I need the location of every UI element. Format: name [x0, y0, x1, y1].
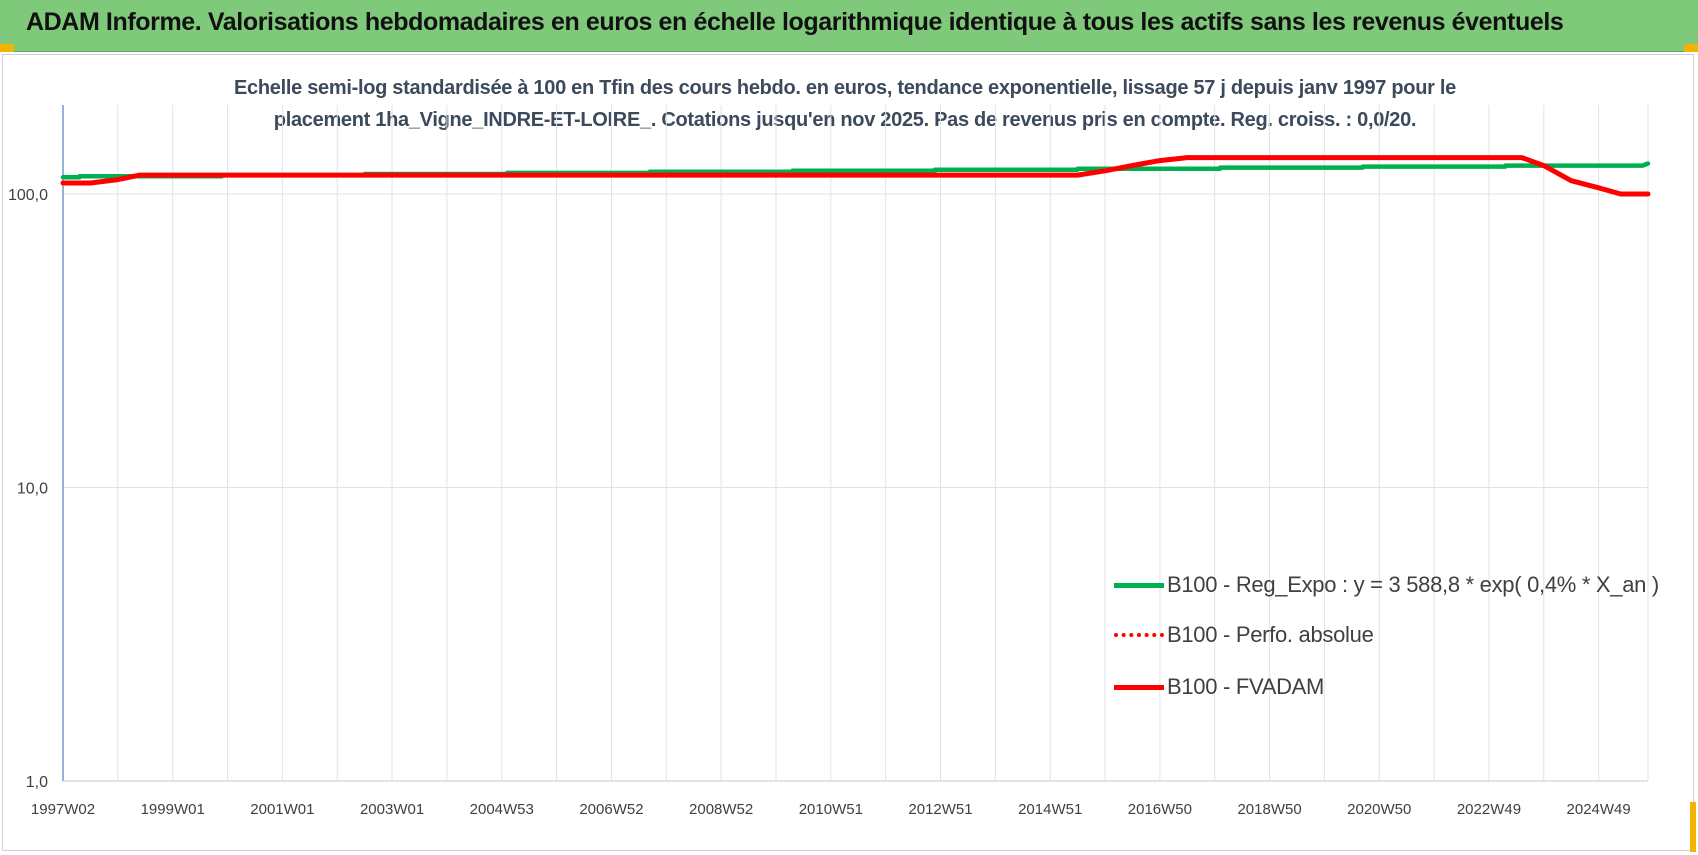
x-tick-label: 2016W50 — [1128, 801, 1192, 818]
legend-label-perfo-absolue: B100 - Perfo. absolue — [1167, 622, 1374, 647]
legend-swatch-reg-expo — [1114, 583, 1164, 588]
x-tick-label: 2003W01 — [360, 801, 424, 818]
chart-title: Echelle semi-log standardisée à 100 en T… — [234, 77, 1456, 99]
legend-label-reg-expo: B100 - Reg_Expo : y = 3 588,8 * exp( 0,4… — [1167, 572, 1659, 597]
legend-swatch-fvadam — [1114, 685, 1164, 690]
x-tick-label: 2010W51 — [799, 801, 863, 818]
x-tick-label: 2001W01 — [250, 801, 314, 818]
y-tick-label: 100,0 — [8, 187, 48, 204]
x-tick-label: 2006W52 — [579, 801, 643, 818]
x-tick-label: 2014W51 — [1018, 801, 1082, 818]
x-tick-label: 2008W52 — [689, 801, 753, 818]
corner-mark-top-right — [1684, 44, 1698, 52]
x-tick-label: 2004W53 — [470, 801, 534, 818]
corner-mark-bottom-right — [1690, 802, 1696, 852]
page-title: ADAM Informe. Valorisations hebdomadaire… — [26, 8, 1564, 36]
chart-subtitle: placement 1ha_Vigne_INDRE-ET-LOIRE_. Cot… — [273, 109, 1417, 131]
x-tick-label: 2012W51 — [908, 801, 972, 818]
x-tick-label: 1997W02 — [31, 801, 95, 818]
corner-mark-top-left — [0, 44, 14, 52]
series-line-fvadam — [60, 155, 1651, 197]
y-tick-label: 10,0 — [17, 481, 48, 498]
header-banner: ADAM Informe. Valorisations hebdomadaire… — [0, 0, 1698, 52]
x-tick-label: 2018W50 — [1237, 801, 1301, 818]
x-tick-label: 2020W50 — [1347, 801, 1411, 818]
y-tick-label: 1,0 — [26, 774, 48, 791]
legend-label-fvadam: B100 - FVADAM — [1167, 674, 1325, 699]
x-tick-label: 2022W49 — [1457, 801, 1521, 818]
x-tick-label: 2024W49 — [1567, 801, 1631, 818]
x-tick-label: 1999W01 — [141, 801, 205, 818]
legend-swatch-perfo-absolue — [1114, 633, 1164, 637]
chart-frame — [2, 54, 1694, 851]
